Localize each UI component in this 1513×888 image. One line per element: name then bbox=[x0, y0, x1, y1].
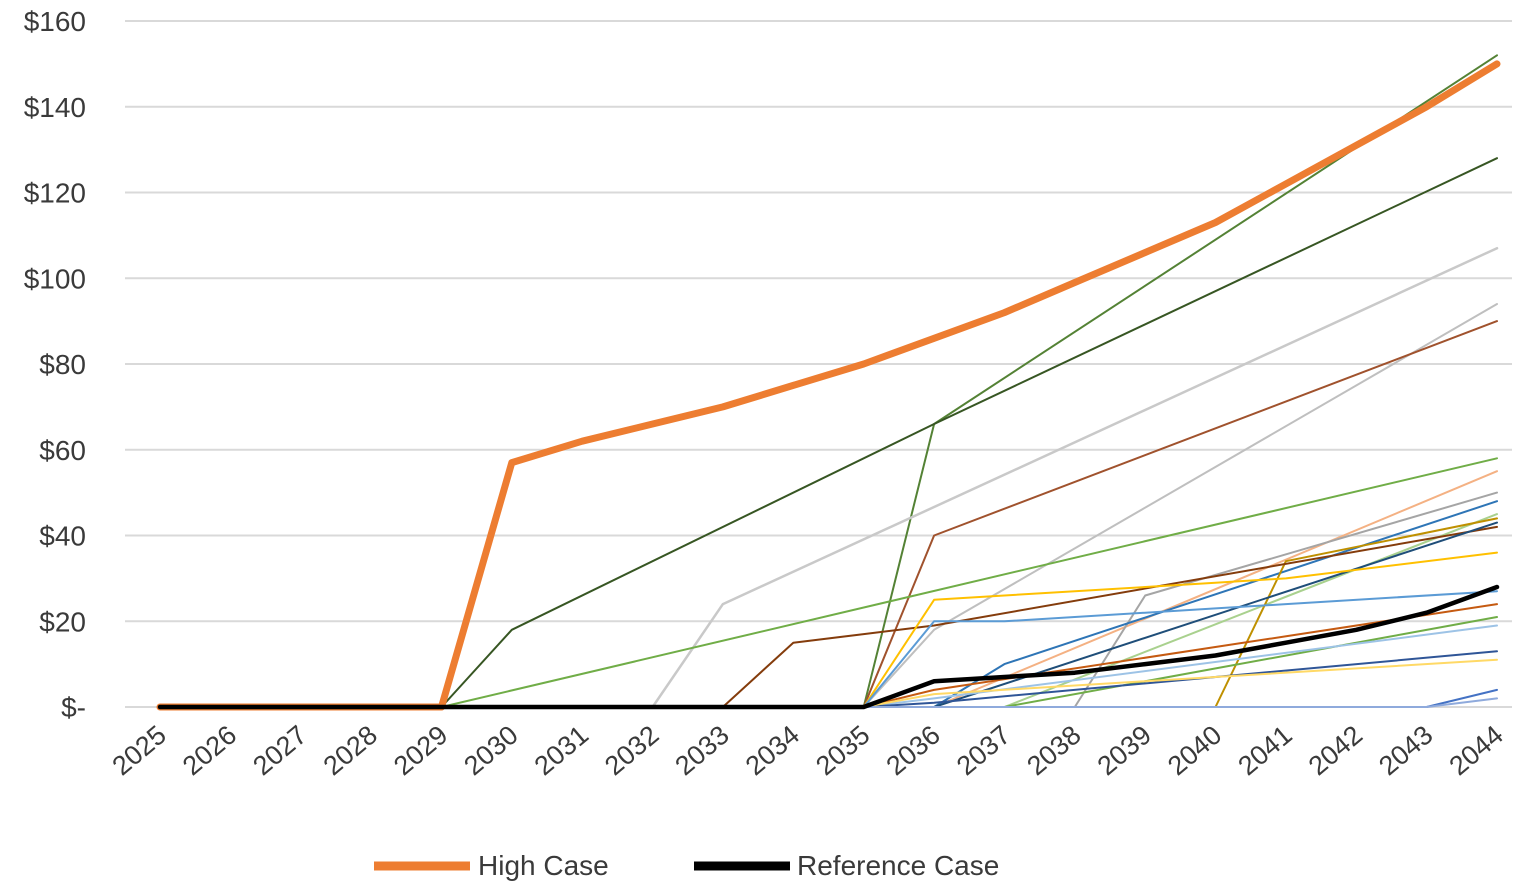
x-tick-label: 2035 bbox=[810, 720, 875, 782]
series-lines bbox=[156, 54, 1501, 711]
y-tick-label: $60 bbox=[39, 435, 86, 466]
series-line-13 bbox=[159, 551, 1498, 708]
x-axis-tick-labels: 2025 2026 2027 2028 2029 2030 2031 2032 2033 2034… bbox=[107, 720, 1509, 782]
series-line-15 bbox=[159, 603, 1498, 708]
y-tick-label: $20 bbox=[39, 606, 86, 637]
y-axis-tick-labels: $- $20 $40 $60 $80 $100 $120 $140 $160 bbox=[24, 6, 86, 723]
legend-label-reference-case: Reference Case bbox=[797, 850, 999, 881]
x-tick-label: 2031 bbox=[529, 720, 594, 782]
series-line-9 bbox=[159, 513, 1498, 708]
x-tick-label: 2037 bbox=[951, 720, 1016, 782]
x-tick-label: 2030 bbox=[458, 720, 523, 782]
x-tick-label: 2044 bbox=[1444, 720, 1509, 782]
y-tick-label: $120 bbox=[24, 178, 86, 209]
x-tick-label: 2039 bbox=[1092, 720, 1157, 782]
y-tick-label: $- bbox=[61, 692, 86, 723]
x-tick-label: 2038 bbox=[1021, 720, 1086, 782]
y-tick-label: $160 bbox=[24, 6, 86, 37]
x-tick-label: 2041 bbox=[1232, 720, 1297, 782]
legend-label-high-case: High Case bbox=[478, 850, 609, 881]
x-tick-label: 2032 bbox=[599, 720, 664, 782]
series-line-1 bbox=[159, 157, 1498, 708]
x-tick-label: 2027 bbox=[247, 720, 312, 782]
series-line-11 bbox=[159, 525, 1498, 708]
x-tick-label: 2026 bbox=[177, 720, 242, 782]
x-tick-label: 2040 bbox=[1162, 720, 1227, 782]
series-line-high-case bbox=[156, 60, 1501, 711]
series-line-7 bbox=[159, 491, 1498, 708]
series-line-reference-case bbox=[157, 584, 1500, 710]
x-tick-label: 2028 bbox=[318, 720, 383, 782]
x-tick-label: 2029 bbox=[388, 720, 453, 782]
y-tick-label: $140 bbox=[24, 92, 86, 123]
gridlines bbox=[125, 20, 1512, 708]
x-tick-label: 2034 bbox=[740, 720, 805, 782]
y-tick-label: $40 bbox=[39, 521, 86, 552]
x-tick-label: 2042 bbox=[1303, 720, 1368, 782]
series-line-19 bbox=[159, 658, 1498, 708]
x-tick-label: 2025 bbox=[107, 720, 172, 782]
series-line-10 bbox=[159, 517, 1498, 708]
series-line-16 bbox=[159, 616, 1498, 708]
series-line-14 bbox=[159, 590, 1498, 708]
series-line-4 bbox=[159, 320, 1498, 708]
legend: High Case Reference Case bbox=[374, 850, 999, 881]
series-line-0 bbox=[159, 54, 1498, 708]
x-tick-label: 2033 bbox=[669, 720, 734, 782]
y-tick-label: $80 bbox=[39, 349, 86, 380]
series-line-18 bbox=[159, 650, 1498, 708]
x-tick-label: 2043 bbox=[1373, 720, 1438, 782]
x-tick-label: 2036 bbox=[881, 720, 946, 782]
y-tick-label: $100 bbox=[24, 263, 86, 294]
